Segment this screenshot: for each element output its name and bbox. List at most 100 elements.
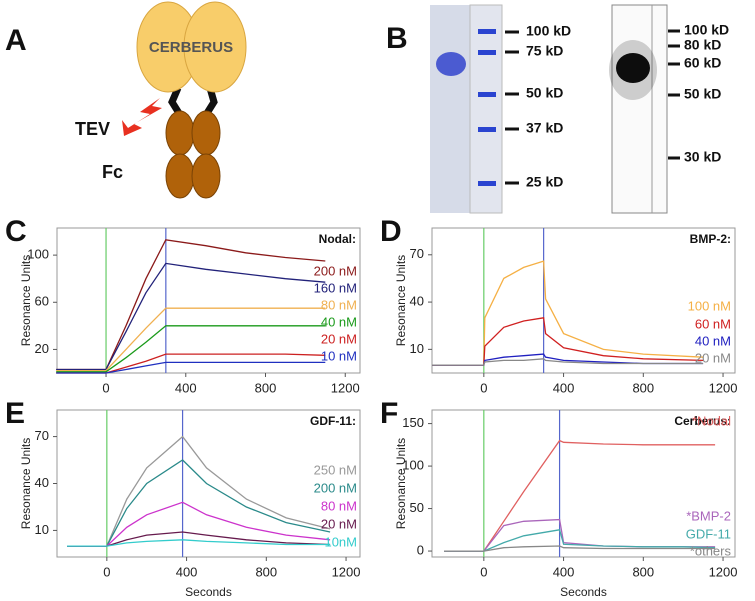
x-tick-label: 1200 [332, 564, 361, 579]
legend-entry: 10nM [324, 534, 357, 549]
y-tick-label: 60 [35, 294, 49, 309]
sensorgram-line [67, 531, 331, 547]
sensorgram-line [56, 262, 326, 371]
legend-entry: *BMP-2 [686, 508, 731, 523]
legend-entry: 20 nM [695, 350, 731, 365]
y-tick-label: 70 [35, 428, 49, 443]
x-tick-label: 800 [255, 564, 277, 579]
gel-lane [430, 5, 470, 213]
x-tick-label: 0 [102, 380, 109, 395]
x-tick-label: 400 [175, 380, 197, 395]
plot-frame [431, 227, 736, 374]
legend-entry: 250 nM [314, 462, 357, 477]
y-tick-label: 20 [35, 341, 49, 356]
legend-entry: 20 nM [321, 331, 357, 346]
y-axis-label: Resonance Units [19, 438, 33, 529]
y-tick-label: 10 [35, 522, 49, 537]
sensorgram-line [56, 307, 326, 372]
sensorgram-line [56, 361, 326, 374]
x-tick-label: 0 [103, 564, 110, 579]
blot-band [616, 53, 650, 83]
chart-title: BMP-2: [690, 232, 731, 246]
legend-entry: 20 nM [321, 516, 357, 531]
chart-panel: F Cerberus: Resonance Units Seconds 0 400 800 1… [380, 397, 738, 599]
x-axis-label: Seconds [560, 585, 607, 599]
legend-entry: 200 nM [314, 263, 357, 278]
x-tick-label: 0 [480, 564, 487, 579]
panel-label: C [5, 215, 27, 248]
marker-label: 30 kD [684, 149, 721, 165]
fc-domain [191, 110, 221, 156]
x-tick-label: 0 [480, 380, 487, 395]
x-tick-label: 1200 [709, 564, 738, 579]
legend-entry: 200 nM [314, 480, 357, 495]
marker-label: 100 kD [684, 22, 729, 38]
sensorgram-line [432, 260, 704, 366]
plot-frame [431, 409, 736, 558]
x-tick-label: 400 [176, 564, 198, 579]
chart-title: Nodal: [319, 232, 356, 246]
chart-title: GDF-11: [310, 414, 356, 428]
sensorgram-line [67, 435, 331, 547]
fc-domain [165, 110, 195, 156]
marker-label: 37 kD [526, 120, 563, 136]
legend-entry: *others [690, 543, 732, 558]
sensorgram-line [56, 239, 326, 371]
fusion-label: Fc [102, 162, 123, 182]
legend-entry: 80 nM [321, 498, 357, 513]
x-tick-label: 800 [255, 380, 277, 395]
y-tick-label: 150 [402, 415, 424, 430]
sensorgram-line [56, 353, 326, 374]
marker-label: 50 kD [526, 85, 563, 101]
legend-entry: 40 nM [695, 333, 731, 348]
sensorgram-line [56, 325, 326, 373]
marker-label: 80 kD [684, 37, 721, 53]
y-tick-label: 100 [402, 458, 424, 473]
panel-label: B [386, 22, 408, 55]
protein-label: CERBERUS [149, 39, 233, 56]
sensorgram-line [67, 501, 331, 547]
sensorgram-line [444, 529, 716, 552]
y-tick-label: 100 [27, 247, 49, 262]
plot-frame [56, 227, 361, 374]
chart-panel: D BMP-2: Resonance Units 0 400 800 1200 10 40 70 1… [380, 215, 738, 396]
gel-band [436, 52, 466, 76]
marker-label: 25 kD [526, 174, 563, 190]
x-tick-label: 1200 [709, 380, 738, 395]
sensorgram-line [444, 545, 716, 552]
marker-label: 100 kD [526, 23, 571, 39]
gel-lane [469, 4, 503, 214]
protease-label: TEV [75, 119, 110, 139]
legend-entry: 10 nM [321, 348, 357, 363]
y-axis-label: Resonance Units [19, 255, 33, 346]
chart-panel: E GDF-11: Resonance Units Seconds 0 400 800 120… [5, 397, 361, 599]
y-axis-label: Resonance Units [394, 438, 408, 529]
cerberus-diagram: CERBERUS TEV Fc [75, 1, 247, 199]
ladder-band [478, 127, 496, 132]
cleavage-bolt [122, 98, 162, 136]
x-axis-label: Seconds [185, 585, 232, 599]
legend-entry: 100 nM [688, 298, 731, 313]
panel-label: E [5, 397, 25, 430]
y-tick-label: 0 [417, 542, 424, 557]
y-tick-label: 70 [410, 246, 424, 261]
marker-label: 50 kD [684, 86, 721, 102]
x-tick-label: 800 [632, 564, 654, 579]
x-tick-label: 800 [632, 380, 654, 395]
blot-smear [609, 40, 657, 100]
legend-entry: GDF-11 [686, 526, 731, 541]
legend-entry: 40 nM [321, 314, 357, 329]
marker-label: 75 kD [526, 43, 563, 59]
fc-domain [191, 153, 221, 199]
y-axis-label: Resonance Units [394, 255, 408, 346]
sensorgram-line [444, 439, 716, 552]
panel-label: F [380, 397, 398, 430]
fc-domain [165, 153, 195, 199]
legend-entry: 160 nM [314, 280, 357, 295]
gel-images [430, 4, 668, 214]
sensorgram-line [67, 539, 331, 547]
x-tick-label: 400 [553, 380, 575, 395]
cerberus-domain [183, 1, 247, 93]
y-tick-label: 40 [410, 294, 424, 309]
